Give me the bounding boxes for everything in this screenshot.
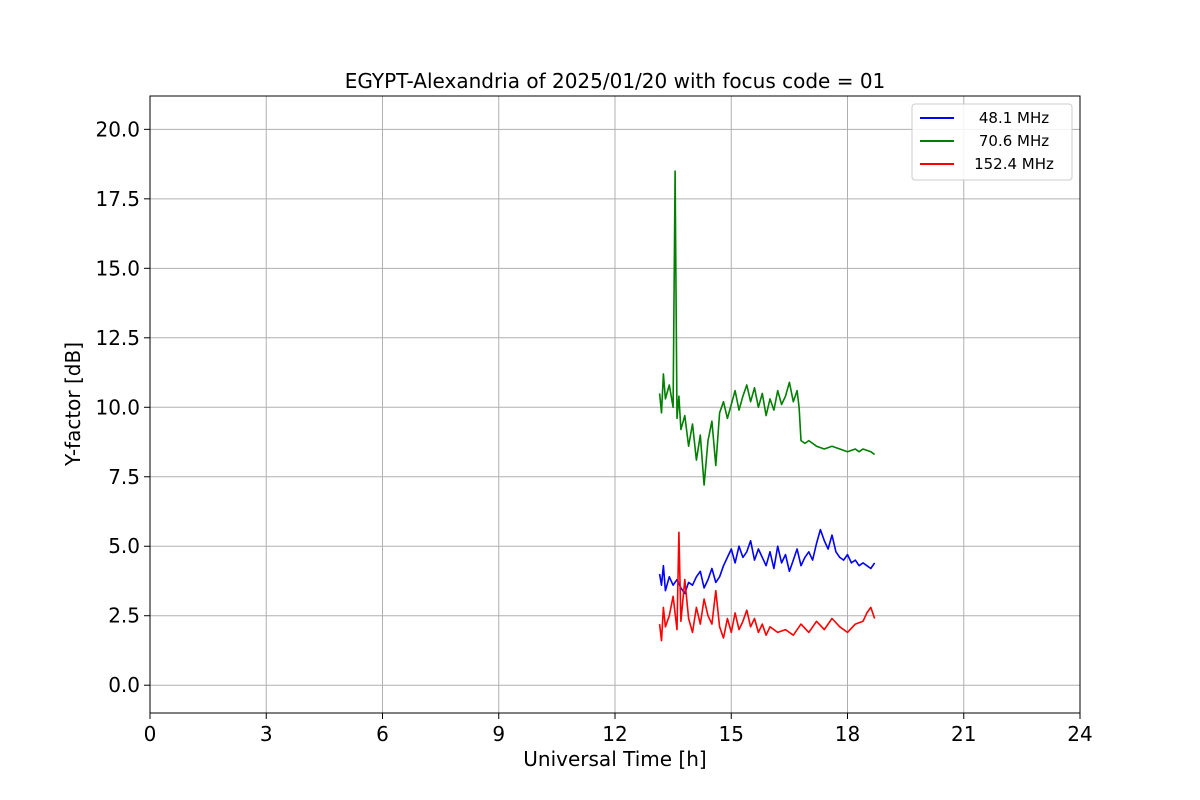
plot-series — [658, 170, 876, 642]
x-tick-label: 15 — [719, 722, 744, 746]
legend-label-1: 70.6 MHz — [979, 132, 1049, 150]
y-tick-label: 5.0 — [108, 534, 140, 558]
x-tick-label: 24 — [1067, 722, 1092, 746]
x-tick-label: 3 — [260, 722, 273, 746]
y-tick-label: 7.5 — [108, 465, 140, 489]
y-tick-label: 0.0 — [108, 673, 140, 697]
chart-title: EGYPT-Alexandria of 2025/01/20 with focu… — [345, 69, 886, 93]
x-tick-label: 9 — [492, 722, 505, 746]
y-tick-label: 17.5 — [95, 187, 140, 211]
y-tick-label: 15.0 — [95, 256, 140, 280]
legend-label-0: 48.1 MHz — [979, 109, 1049, 127]
y-tick-label: 2.5 — [108, 604, 140, 628]
x-tick-label: 6 — [376, 722, 389, 746]
x-axis-label: Universal Time [h] — [523, 747, 706, 771]
legend-box — [911, 103, 1073, 181]
x-tick-label: 0 — [144, 722, 157, 746]
x-tick-label: 21 — [951, 722, 976, 746]
y-axis-ticks: 0.0 2.5 5.0 7.5 10.0 12.5 15.0 17.5 20.0 — [95, 117, 150, 697]
legend: 48.1 MHz 70.6 MHz 152.4 MHz — [911, 103, 1073, 181]
legend-label-2: 152.4 MHz — [974, 155, 1054, 173]
x-tick-label: 18 — [835, 722, 860, 746]
y-tick-label: 12.5 — [95, 326, 140, 350]
series-line-1 — [658, 170, 876, 486]
y-axis-label: Y-factor [dB] — [61, 342, 85, 467]
grid — [149, 96, 1081, 713]
y-tick-label: 10.0 — [95, 395, 140, 419]
x-tick-label: 12 — [602, 722, 627, 746]
y-tick-label: 20.0 — [95, 117, 140, 141]
series-line-2 — [658, 531, 876, 642]
series-line-0 — [658, 528, 876, 595]
x-axis-ticks: 0 3 6 9 12 15 18 21 24 — [144, 713, 1093, 746]
